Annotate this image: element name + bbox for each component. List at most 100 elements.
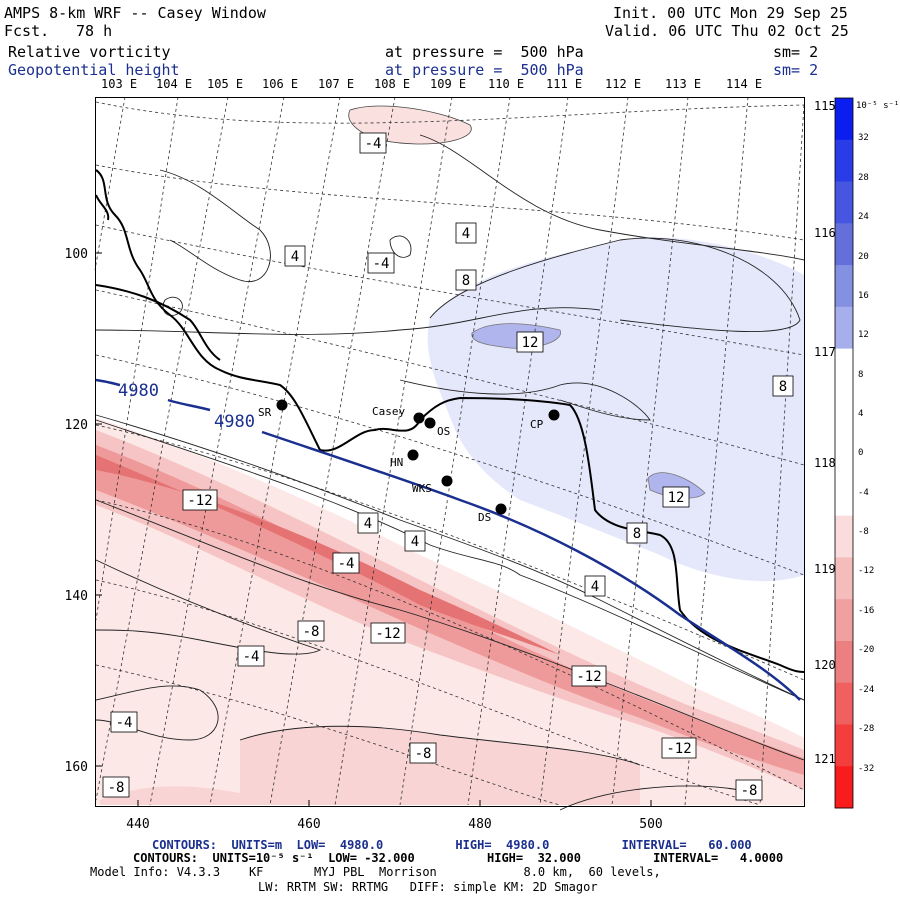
vorticity-fill-negative [240, 726, 640, 805]
colorbar-swatch [835, 724, 853, 767]
colorbar-swatch [835, 265, 853, 308]
smoothing-1: sm= 2 [773, 43, 819, 61]
vorticity-label: -8 [741, 783, 758, 799]
colorbar-tick: 8 [858, 370, 864, 380]
vorticity-label: -12 [187, 493, 212, 509]
y-tick-label: 140 [65, 589, 88, 604]
vorticity-label: -4 [116, 715, 133, 731]
y-tick-label: 160 [65, 760, 88, 775]
lon-label: 106 E [262, 77, 299, 91]
station-marker-hn [407, 449, 419, 461]
vorticity-label: 4 [364, 516, 372, 532]
colorbar-swatch [835, 766, 853, 809]
x-tick-label: 480 [468, 817, 491, 832]
station-marker-ds [495, 503, 507, 515]
colorbar-tick: 32 [858, 133, 869, 143]
y-tick-label: 120 [65, 418, 88, 433]
lon-label: 110 E [488, 77, 525, 91]
physics-info: LW: RRTM SW: RRTMG DIFF: simple KM: 2D S… [258, 880, 598, 894]
pressure-level-1: at pressure = 500 hPa [385, 43, 584, 61]
lon-label: 109 E [430, 77, 467, 91]
colorbar-swatch [835, 348, 853, 391]
vorticity-contours [95, 134, 805, 811]
station-label: CP [530, 418, 544, 431]
vorticity-label: -8 [303, 624, 320, 640]
colorbar-swatch [835, 306, 853, 350]
colorbar-unit: 10⁻⁵ s⁻¹ [856, 101, 899, 111]
pressure-level-2: at pressure = 500 hPa [385, 61, 584, 79]
station-label: Casey [372, 405, 405, 418]
lon-label: 114 E [726, 77, 763, 91]
vorticity-label: -8 [108, 780, 125, 796]
smoothing-2: sm= 2 [773, 61, 819, 79]
colorbar-swatch [835, 390, 853, 433]
valid-time: Valid. 06 UTC Thu 02 Oct 25 [605, 22, 849, 40]
colorbar-tick: -16 [858, 606, 875, 616]
colorbar-tick: 16 [858, 291, 869, 301]
colorbar [834, 97, 854, 809]
vorticity-label: 4 [462, 226, 470, 242]
vorticity-label: 8 [633, 526, 641, 542]
vorticity-fill-positive [647, 472, 706, 499]
vorticity-fill-positive [427, 237, 804, 582]
vorticity-label: 4 [591, 579, 599, 595]
vorticity-label: -4 [373, 256, 390, 272]
colorbar-frame [834, 97, 854, 809]
x-tick-label: 440 [126, 817, 149, 832]
geopotential-contour [95, 378, 121, 387]
x-tick-label: 500 [639, 817, 662, 832]
vorticity-label: -12 [576, 669, 601, 685]
colorbar-tick: 4 [858, 409, 864, 419]
vorticity-fill-negative [96, 455, 560, 655]
colorbar-tick: 20 [858, 252, 869, 262]
colorbar-swatch [835, 181, 853, 224]
station-label: WKS [412, 482, 432, 495]
vorticity-label: 12 [522, 335, 539, 351]
station-marker-wks [441, 475, 453, 487]
station-label: OS [437, 425, 450, 438]
vorticity-label: 4 [411, 534, 419, 550]
lon-label: 103 E [101, 77, 138, 91]
plot-frame [95, 97, 805, 807]
colorbar-tick: -32 [858, 764, 875, 774]
lon-label: 112 E [605, 77, 642, 91]
colorbar-tick: 0 [858, 448, 864, 458]
station-label: SR [258, 406, 272, 419]
model-info: Model Info: V4.3.3 KF MYJ PBL Morrison 8… [90, 865, 661, 879]
colorbar-swatch [835, 599, 853, 642]
forecast-label: Fcst. [4, 22, 50, 40]
station-marker-os [424, 417, 436, 429]
title: AMPS 8-km WRF -- Casey Window [4, 4, 266, 22]
station-label: HN [390, 456, 403, 469]
vorticity-label: -4 [365, 136, 382, 152]
vorticity-contour-info: CONTOURS: UNITS=10⁻⁵ s⁻¹ LOW= -32.000 HI… [133, 851, 784, 865]
colorbar-tick: -28 [858, 724, 875, 734]
geopotential-contour [261, 430, 801, 701]
lon-label: 113 E [665, 77, 702, 91]
lon-label: 105 E [207, 77, 244, 91]
vorticity-label: 8 [462, 273, 470, 289]
colorbar-swatch [835, 557, 853, 600]
colorbar-tick: -24 [858, 685, 875, 695]
field-geopotential: Geopotential height [8, 61, 180, 79]
colorbar-tick: 12 [858, 330, 869, 340]
colorbar-tick: -12 [858, 566, 875, 576]
colorbar-swatch [835, 473, 853, 517]
x-axis [137, 800, 652, 806]
height-contour-info: CONTOURS: UNITS=m LOW= 4980.0 HIGH= 4980… [152, 838, 752, 852]
colorbar-swatch [835, 640, 853, 684]
stations: SR Casey OS CP HN WKS DS [258, 399, 560, 524]
lon-label: 104 E [156, 77, 193, 91]
height-label: 4980 [214, 412, 255, 432]
longitude-lines [94, 96, 805, 806]
colorbar-swatch [835, 432, 853, 475]
colorbar-swatch [835, 223, 853, 266]
colorbar-tick: 24 [858, 212, 869, 222]
vorticity-label: -8 [415, 746, 432, 762]
field-vorticity: Relative vorticity [8, 43, 171, 61]
geopotential-contour [167, 398, 211, 412]
height-label: 4980 [118, 381, 159, 401]
station-marker-sr [276, 399, 288, 411]
forecast-hours: 78 h [76, 22, 113, 40]
colorbar-swatch [835, 682, 853, 725]
